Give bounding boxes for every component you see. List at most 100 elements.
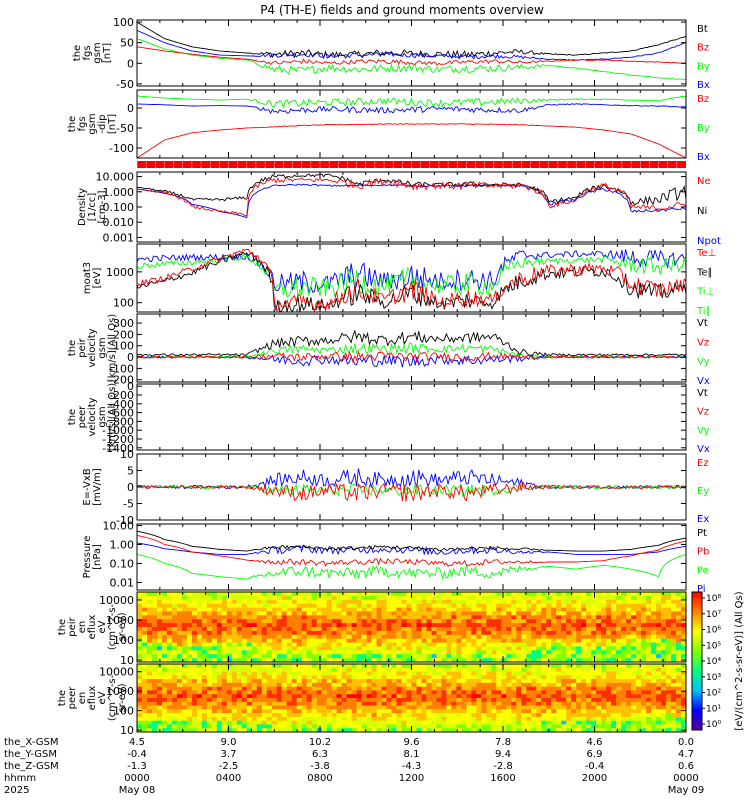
spectrogram-cell — [496, 716, 502, 722]
spectrogram-cell — [291, 650, 298, 655]
spectrogram-cell — [286, 716, 293, 722]
spectrogram-cell — [536, 709, 542, 714]
spectrogram-cell — [576, 650, 582, 655]
spectrogram-cell — [346, 686, 353, 692]
spectrogram-cell — [276, 667, 283, 673]
spectrogram-cell — [501, 698, 507, 703]
spectrogram-cell — [481, 686, 487, 692]
spectrogram-cell — [196, 650, 203, 655]
spectrogram-cell — [626, 619, 632, 624]
spectrogram-cell — [186, 595, 193, 601]
spectrogram-cell — [446, 713, 452, 718]
spectrogram-cell — [606, 611, 612, 616]
spectrogram-cell — [601, 694, 607, 699]
spectrogram-cell — [681, 627, 686, 632]
spectrogram-cell — [461, 705, 467, 710]
spectrogram-cell — [561, 682, 567, 688]
spectrogram-cell — [531, 611, 537, 616]
spectrogram-cell — [581, 705, 587, 710]
spectrogram-cell — [471, 694, 477, 699]
spectrogram-cell — [411, 611, 418, 616]
spectrogram-cell — [296, 698, 303, 703]
spectrogram-cell — [276, 607, 283, 613]
spectrogram-cell — [676, 709, 682, 714]
spectrogram-cell — [456, 720, 462, 726]
spectrogram-cell — [576, 611, 582, 616]
spectrogram-cell — [331, 698, 338, 703]
spectrogram-cell — [611, 619, 617, 624]
spectrogram-cell — [531, 642, 537, 648]
spectrogram-cell — [556, 694, 562, 699]
spectrogram-cell — [296, 603, 303, 609]
spectrogram-cell — [351, 671, 358, 676]
spectrogram-cell — [561, 679, 567, 684]
spectrogram-cell — [436, 592, 443, 597]
spectrogram-cell — [181, 638, 188, 644]
spectrogram-cell — [446, 724, 452, 729]
spectrogram-cell — [656, 615, 662, 620]
spectrogram-cell — [291, 611, 298, 616]
spectrogram-cell — [681, 701, 686, 707]
spectrogram-cell — [137, 623, 143, 628]
spectrogram-cell — [206, 623, 213, 628]
spectrogram-cell — [451, 595, 457, 601]
spectrogram-cell — [461, 638, 467, 644]
spectrogram-cell — [171, 716, 178, 722]
spectrogram-cell — [651, 686, 657, 692]
spectrogram-cell — [566, 611, 572, 616]
spectrogram-cell — [306, 599, 313, 605]
spectrogram-cell — [391, 599, 398, 605]
spectrogram-cell — [186, 619, 193, 624]
spectrogram-cell — [646, 607, 652, 613]
spectrogram-cell — [291, 716, 298, 722]
spectrogram-cell — [481, 595, 487, 601]
spectrogram-cell — [626, 646, 632, 651]
spectrogram-cell — [541, 720, 547, 726]
spectrogram-cell — [601, 603, 607, 609]
spectrogram-cell — [211, 667, 218, 673]
spectrogram-cell — [646, 627, 652, 632]
spectrogram-cell — [411, 603, 418, 609]
spectrogram-cell — [381, 724, 388, 729]
spectrogram-cell — [456, 671, 462, 676]
spectrogram-cell — [201, 627, 208, 632]
spectrogram-cell — [181, 615, 188, 620]
spectrogram-cell — [421, 650, 428, 655]
spectrogram-cell — [366, 720, 373, 726]
spectrogram-cell — [286, 654, 293, 659]
spectrogram-cell — [221, 650, 228, 655]
spectrogram-cell — [157, 705, 163, 710]
spectrogram-cell — [201, 638, 208, 644]
spectrogram-cell — [661, 630, 667, 636]
spectrogram-cell — [356, 682, 363, 688]
spectrogram-cell — [441, 724, 447, 729]
spectrogram-cell — [576, 638, 582, 644]
spectrogram-cell — [376, 709, 383, 714]
spectrogram-cell — [576, 595, 582, 601]
spectrogram-cell — [401, 615, 408, 620]
spectrogram-cell — [351, 599, 358, 605]
spectrogram-cell — [486, 724, 492, 729]
spectrogram-cell — [486, 630, 492, 636]
spectrogram-cell — [291, 658, 298, 662]
spectrogram-cell — [661, 686, 667, 692]
spectrogram-cell — [221, 619, 228, 624]
spectrogram-cell — [531, 686, 537, 692]
spectrogram-cell — [361, 709, 368, 714]
spectrogram-cell — [341, 619, 348, 624]
spectrogram-cell — [541, 650, 547, 655]
spectrogram-cell — [601, 646, 607, 651]
spectrogram-cell — [241, 630, 248, 636]
spectrogram-cell — [566, 690, 572, 695]
spectrogram-cell — [561, 675, 567, 680]
spectrogram-cell — [341, 607, 348, 613]
spectrogram-cell — [611, 638, 617, 644]
spectrogram-cell — [281, 698, 288, 703]
spectrogram-cell — [501, 724, 507, 729]
spectrogram-cell — [481, 690, 487, 695]
spectrogram-cell — [531, 638, 537, 644]
spectrogram-cell — [341, 690, 348, 695]
spectrogram-cell — [251, 705, 258, 710]
spectrogram-cell — [611, 698, 617, 703]
spectrogram-cell — [296, 671, 303, 676]
